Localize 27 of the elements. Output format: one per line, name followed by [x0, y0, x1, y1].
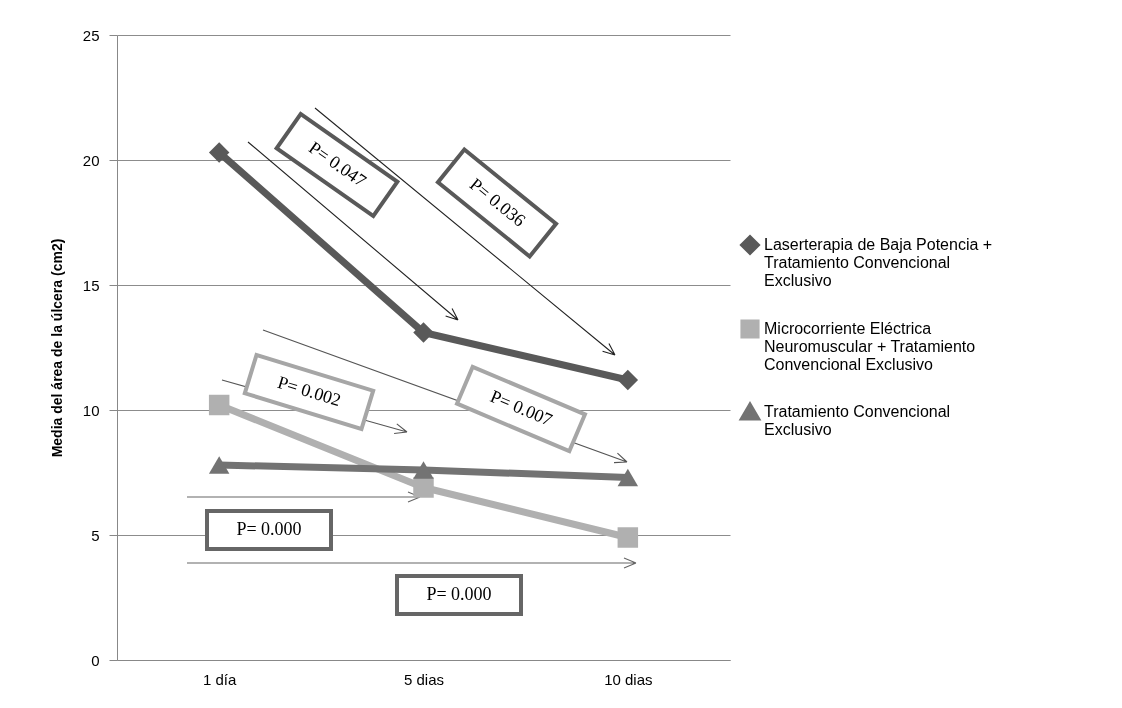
point	[413, 322, 434, 343]
point	[617, 468, 639, 487]
y-tick-label: 25	[82, 26, 100, 44]
point	[208, 142, 230, 163]
point	[413, 477, 434, 498]
point	[208, 456, 230, 474]
point	[617, 527, 639, 548]
x-tick-label: 5 dias	[403, 670, 445, 688]
point	[413, 461, 434, 479]
y-tick-label: 5	[91, 526, 100, 544]
annotation: P= 0.047	[305, 137, 370, 192]
y-tick-label: 20	[82, 151, 100, 169]
y-tick-label: 15	[82, 276, 100, 294]
point	[208, 394, 230, 416]
point	[617, 369, 639, 391]
legend-label: Laserterapia de Baja Potencia + Tratamiento Convencional Exclusivo	[764, 236, 993, 289]
y-tick-label: 0	[91, 651, 100, 669]
x-tick-label: 1 día	[202, 670, 237, 688]
annotation: P= 0.000	[236, 519, 302, 539]
x-tick-label: 10 dias	[604, 670, 653, 688]
annotation: P= 0.000	[426, 584, 492, 604]
y-tick-label: 10	[82, 401, 100, 419]
legend-label: Microcorriente Eléctrica Neuromuscular + Tratamiento Convencional Exclusivo	[764, 320, 976, 373]
legend-label: Tratamiento Convencional Exclusivo	[764, 403, 951, 438]
annotation: P= 0.002	[275, 371, 344, 411]
annotation: P= 0.007	[487, 386, 556, 431]
y-axis-title: Media del área de la úlcera (cm2)	[48, 238, 65, 458]
